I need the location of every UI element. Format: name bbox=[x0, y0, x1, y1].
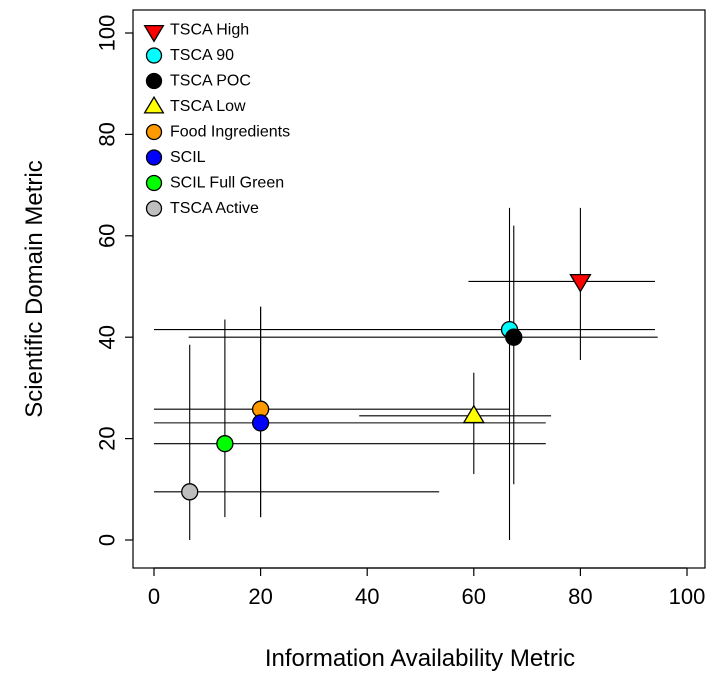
y-tick-label: 80 bbox=[95, 122, 120, 146]
legend-marker bbox=[143, 24, 165, 43]
legend-marker bbox=[145, 72, 163, 90]
data-point bbox=[462, 404, 485, 424]
y-tick-label: 100 bbox=[95, 15, 120, 52]
y-tick-label: 60 bbox=[95, 224, 120, 248]
data-point bbox=[569, 273, 592, 293]
legend-label: TSCA Low bbox=[170, 98, 246, 115]
legend-label: SCIL bbox=[170, 149, 206, 166]
legend-label: TSCA POC bbox=[170, 73, 251, 90]
y-tick-label: 40 bbox=[95, 325, 120, 349]
x-tick-label: 40 bbox=[355, 584, 379, 609]
y-tick-label: 20 bbox=[95, 426, 120, 450]
axes: 0 20 40 60 80 100 0 20 40 60 80 100 bbox=[95, 15, 706, 609]
x-axis-label: Information Availability Metric bbox=[265, 645, 575, 672]
y-tick-label: 0 bbox=[95, 534, 120, 546]
plot-frame bbox=[132, 9, 706, 569]
legend-label: Food Ingredients bbox=[170, 124, 290, 141]
legend-marker bbox=[145, 174, 163, 192]
data-point bbox=[181, 483, 199, 501]
data-point bbox=[251, 414, 270, 432]
legend-marker bbox=[145, 47, 163, 64]
legend-marker bbox=[143, 95, 165, 114]
error-bars bbox=[154, 207, 658, 540]
x-tick-label: 20 bbox=[248, 584, 272, 609]
legend-marker bbox=[145, 149, 163, 166]
x-tick-label: 0 bbox=[148, 584, 160, 609]
x-tick-label: 80 bbox=[568, 584, 592, 609]
legend-label: TSCA Active bbox=[170, 200, 259, 217]
x-tick-label: 60 bbox=[462, 584, 486, 609]
data-point bbox=[216, 435, 234, 453]
y-axis-label: Scientific Domain Metric bbox=[21, 160, 48, 417]
legend-label: TSCA 90 bbox=[170, 47, 234, 64]
legend: TSCA High TSCA 90 TSCA POC TSCA Low Food Ing… bbox=[143, 22, 290, 217]
legend-marker bbox=[145, 200, 163, 217]
data-points bbox=[181, 273, 592, 501]
legend-label: TSCA High bbox=[170, 22, 249, 39]
x-tick-label: 100 bbox=[669, 584, 706, 609]
legend-marker bbox=[145, 123, 163, 141]
data-point bbox=[505, 328, 523, 346]
legend-label: SCIL Full Green bbox=[170, 175, 284, 192]
